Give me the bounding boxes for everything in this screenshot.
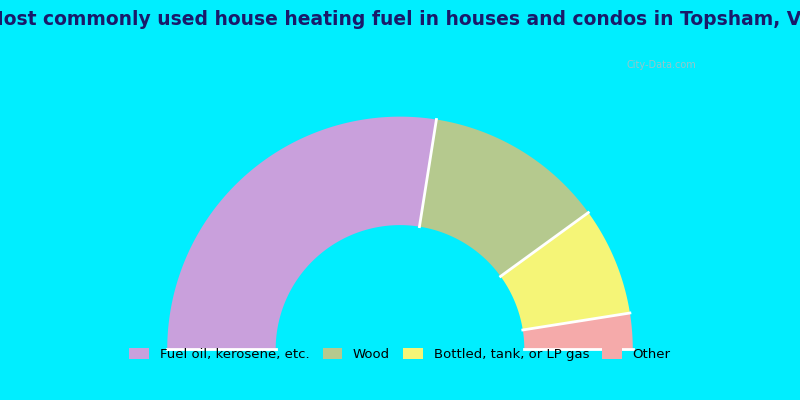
Text: City-Data.com: City-Data.com [626,60,696,70]
Polygon shape [522,313,633,350]
Polygon shape [419,120,588,276]
Polygon shape [501,212,630,330]
Polygon shape [167,117,437,350]
Legend: Fuel oil, kerosene, etc., Wood, Bottled, tank, or LP gas, Other: Fuel oil, kerosene, etc., Wood, Bottled,… [124,343,676,366]
Text: Most commonly used house heating fuel in houses and condos in Topsham, VT: Most commonly used house heating fuel in… [0,10,800,29]
